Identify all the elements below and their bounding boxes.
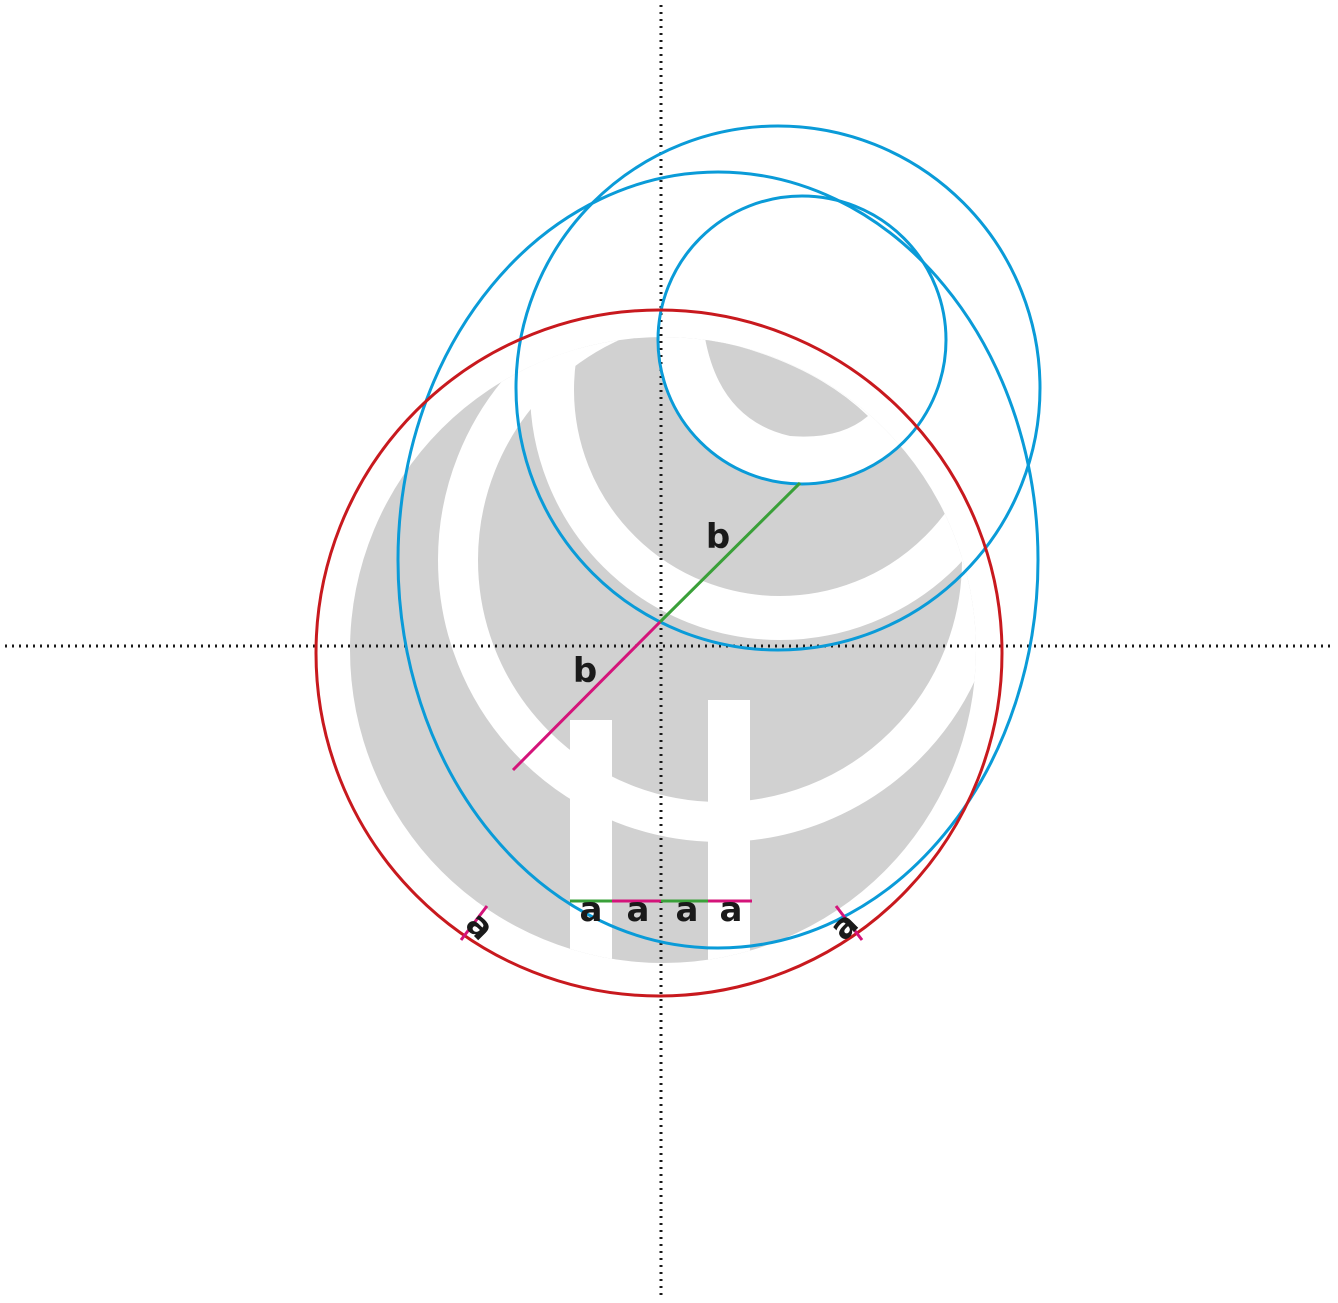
construction-circles: [396, 124, 1042, 950]
outer-circle: [314, 308, 1004, 998]
logo-upper-ring-gap: [530, 337, 976, 640]
label-a-2: a: [627, 890, 650, 930]
logo-crescent: [705, 338, 868, 437]
logo-shape: [350, 337, 976, 963]
construction-circle-large: [396, 170, 1040, 950]
measure-b-upper: [658, 481, 802, 624]
label-a-3: a: [676, 890, 699, 930]
label-b-upper: b: [706, 517, 730, 557]
label-b-lower: b: [573, 651, 597, 691]
measure-a-left: [459, 905, 489, 941]
construction-circle-upper: [514, 124, 1042, 652]
logo-stem-gap-left: [570, 720, 612, 963]
logo-stem-gap-right: [708, 700, 750, 963]
label-a-1: a: [580, 890, 603, 930]
measure-b-lower: [511, 620, 662, 772]
measure-a-right: [834, 905, 864, 941]
construction-circle-small: [656, 194, 948, 486]
label-a-4: a: [720, 890, 743, 930]
